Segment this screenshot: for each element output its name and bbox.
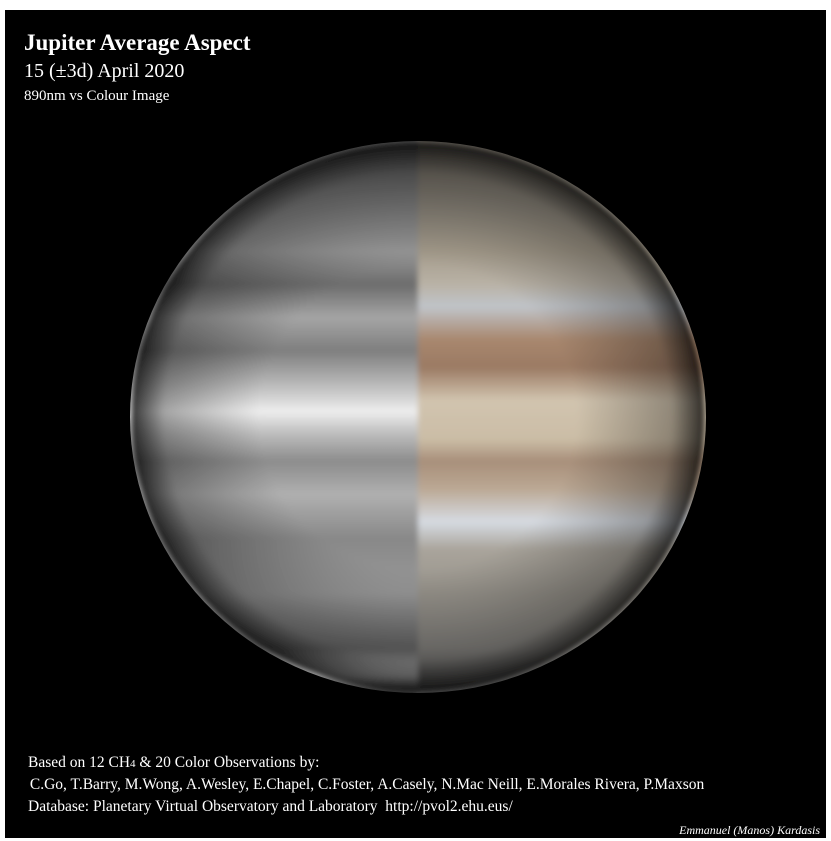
date: 15 (±3d) April 2020 (24, 60, 184, 82)
database: Database: Planetary Virtual Observatory … (28, 798, 513, 815)
subscript: 4 (130, 758, 136, 770)
credit: Emmanuel (Manos) Kardasis (678, 823, 820, 837)
planet (130, 141, 706, 693)
observations: Based on 12 CH4 & 20 Color Observations … (28, 754, 319, 771)
text: & 20 Color Observations by: (136, 754, 320, 771)
text: Based on 12 CH (28, 754, 130, 771)
observers: C.Go, T.Barry, M.Wong, A.Wesley, E.Chape… (26, 776, 704, 793)
limb-darkening (130, 141, 706, 693)
subtitle: 890nm vs Colour Image (24, 88, 170, 104)
title: Jupiter Average Aspect (24, 30, 251, 55)
